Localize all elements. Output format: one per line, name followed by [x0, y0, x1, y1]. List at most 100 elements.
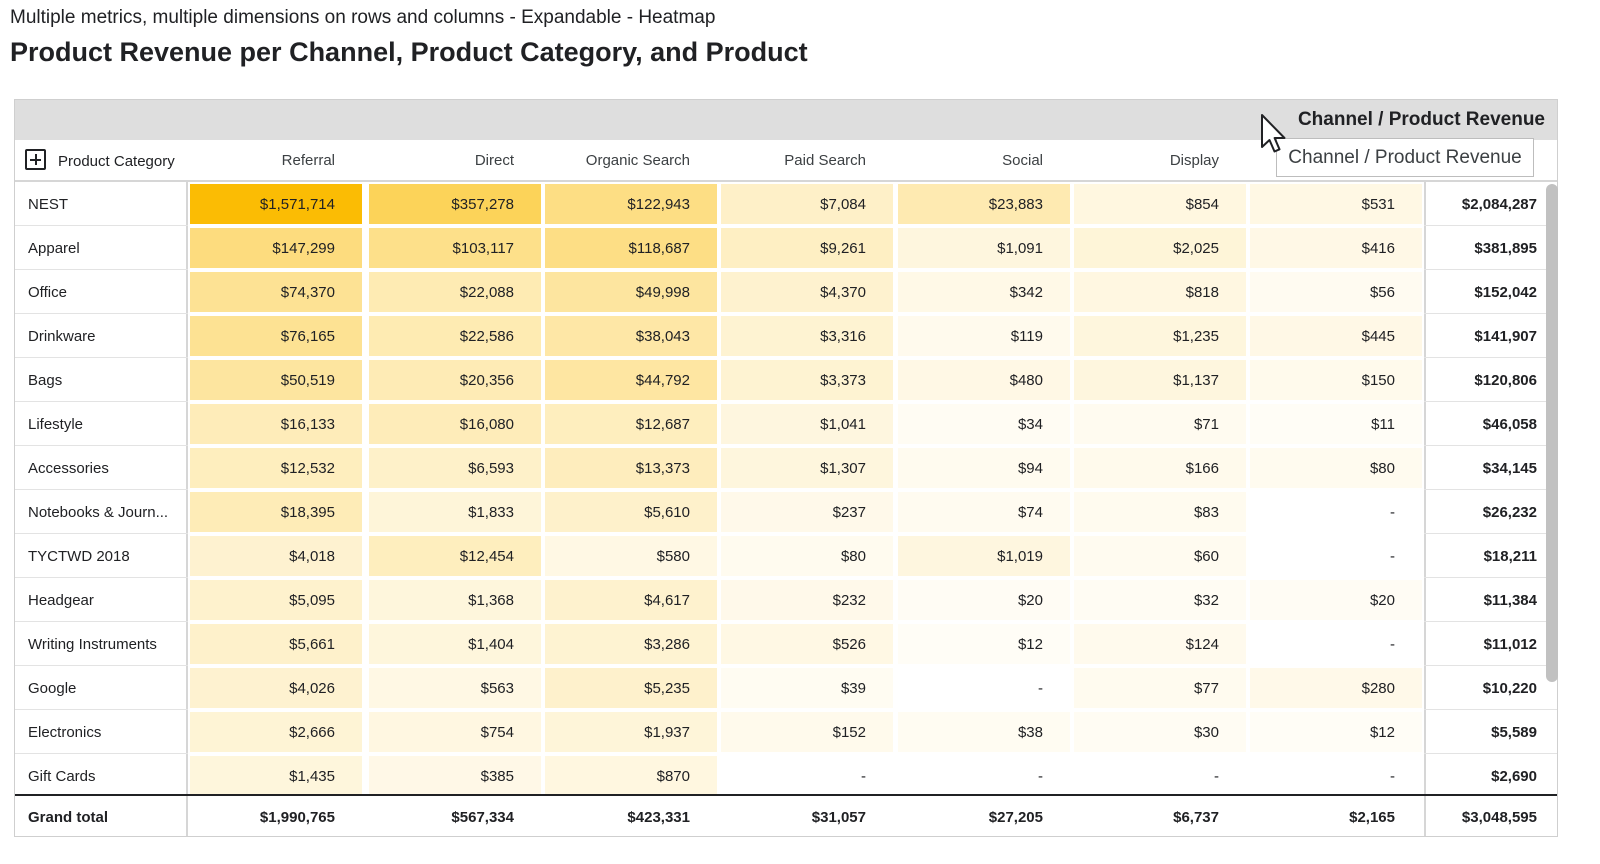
heatmap-cell[interactable]: $49,998 — [545, 272, 717, 312]
heatmap-cell[interactable]: $2,025 — [1074, 228, 1246, 268]
heatmap-cell[interactable]: $4,026 — [190, 668, 362, 708]
heatmap-cell[interactable]: $5,235 — [545, 668, 717, 708]
heatmap-cell[interactable]: $7,084 — [721, 184, 893, 224]
heatmap-cell[interactable]: $30 — [1074, 712, 1246, 752]
heatmap-cell[interactable]: $147,299 — [190, 228, 362, 268]
heatmap-cell[interactable]: $50,519 — [190, 360, 362, 400]
grand-total-cell[interactable]: $27,205 — [988, 808, 1043, 826]
table-row[interactable]: Accessories $12,532 $6,593 $13,373 $1,307 $94… — [15, 446, 1557, 490]
scrollbar-thumb[interactable] — [1546, 184, 1558, 682]
heatmap-cell[interactable]: $5,610 — [545, 492, 717, 532]
heatmap-cell[interactable]: $526 — [721, 624, 893, 664]
heatmap-cell[interactable]: $152 — [721, 712, 893, 752]
table-row[interactable]: NEST $1,571,714 $357,278 $122,943 $7,084 $23,… — [15, 182, 1557, 226]
heatmap-cell[interactable]: $13,373 — [545, 448, 717, 488]
column-header[interactable]: Display — [1169, 152, 1219, 169]
column-header[interactable]: Organic Search — [585, 152, 690, 169]
row-total-cell[interactable]: $152,042 — [1424, 270, 1557, 314]
row-label[interactable]: Drinkware — [15, 314, 188, 358]
heatmap-cell[interactable]: $38,043 — [545, 316, 717, 356]
row-total-cell[interactable]: $18,211 — [1424, 534, 1557, 578]
row-total-cell[interactable]: $46,058 — [1424, 402, 1557, 446]
plus-square-icon[interactable] — [25, 149, 46, 170]
row-label[interactable]: Accessories — [15, 446, 188, 490]
heatmap-cell[interactable]: - — [898, 756, 1070, 796]
row-total-cell[interactable]: $10,220 — [1424, 666, 1557, 710]
column-header[interactable]: Referral — [281, 152, 335, 169]
grand-total-overall[interactable]: $3,048,595 — [1424, 796, 1557, 836]
column-header[interactable]: Social — [1002, 152, 1043, 169]
table-row[interactable]: Gift Cards $1,435 $385 $870- - - - $2,690 — [15, 754, 1557, 798]
heatmap-cell[interactable]: $124 — [1074, 624, 1246, 664]
heatmap-cell[interactable]: $166 — [1074, 448, 1246, 488]
heatmap-cell[interactable]: $5,095 — [190, 580, 362, 620]
heatmap-cell[interactable]: $1,041 — [721, 404, 893, 444]
heatmap-cell[interactable]: $103,117 — [369, 228, 541, 268]
table-row[interactable]: Drinkware $76,165 $22,586 $38,043 $3,316 $119… — [15, 314, 1557, 358]
heatmap-cell[interactable]: $20 — [1250, 580, 1422, 620]
heatmap-cell[interactable]: $12 — [898, 624, 1070, 664]
heatmap-cell[interactable]: $12,687 — [545, 404, 717, 444]
table-row[interactable]: Writing Instruments $5,661 $1,404 $3,286 $52… — [15, 622, 1557, 666]
heatmap-cell[interactable]: $76,165 — [190, 316, 362, 356]
row-label[interactable]: Bags — [15, 358, 188, 402]
row-total-cell[interactable]: $11,012 — [1424, 622, 1557, 666]
heatmap-cell[interactable]: - — [898, 668, 1070, 708]
heatmap-cell[interactable]: $118,687 — [545, 228, 717, 268]
heatmap-cell[interactable]: $60 — [1074, 536, 1246, 576]
heatmap-cell[interactable]: $39 — [721, 668, 893, 708]
heatmap-cell[interactable]: $580 — [545, 536, 717, 576]
heatmap-cell[interactable]: $9,261 — [721, 228, 893, 268]
column-header[interactable]: Paid Search — [784, 152, 866, 169]
heatmap-cell[interactable]: $38 — [898, 712, 1070, 752]
heatmap-cell[interactable]: - — [1250, 624, 1422, 664]
row-label[interactable]: Gift Cards — [15, 754, 188, 798]
table-row[interactable]: Electronics $2,666 $754 $1,937 $152 $38 $30 $12… — [15, 710, 1557, 754]
grand-total-cell[interactable]: $31,057 — [811, 808, 866, 826]
heatmap-cell[interactable]: $4,018 — [190, 536, 362, 576]
column-group-label[interactable]: Channel / Product Revenue — [1297, 109, 1545, 130]
heatmap-cell[interactable]: $1,368 — [369, 580, 541, 620]
heatmap-cell[interactable]: $4,617 — [545, 580, 717, 620]
heatmap-cell[interactable]: $12 — [1250, 712, 1422, 752]
heatmap-cell[interactable]: $3,316 — [721, 316, 893, 356]
heatmap-cell[interactable]: - — [1250, 536, 1422, 576]
heatmap-cell[interactable]: $854 — [1074, 184, 1246, 224]
row-total-cell[interactable]: $120,806 — [1424, 358, 1557, 402]
table-row[interactable]: Bags $50,519 $20,356 $44,792 $3,373 $480 $1,13… — [15, 358, 1557, 402]
heatmap-cell[interactable]: $20 — [898, 580, 1070, 620]
heatmap-cell[interactable]: $74 — [898, 492, 1070, 532]
heatmap-cell[interactable]: $1,435 — [190, 756, 362, 796]
row-total-cell[interactable]: $141,907 — [1424, 314, 1557, 358]
heatmap-cell[interactable]: $2,666 — [190, 712, 362, 752]
heatmap-cell[interactable]: $74,370 — [190, 272, 362, 312]
heatmap-cell[interactable]: $80 — [721, 536, 893, 576]
heatmap-cell[interactable]: $4,370 — [721, 272, 893, 312]
heatmap-cell[interactable]: $754 — [369, 712, 541, 752]
heatmap-cell[interactable]: $531 — [1250, 184, 1422, 224]
heatmap-cell[interactable]: $16,133 — [190, 404, 362, 444]
heatmap-cell[interactable]: $80 — [1250, 448, 1422, 488]
row-total-cell[interactable]: $381,895 — [1424, 226, 1557, 270]
table-row[interactable]: Google $4,026 $563 $5,235 $39- $77 $280 $10,220 — [15, 666, 1557, 710]
heatmap-cell[interactable]: $3,373 — [721, 360, 893, 400]
grand-total-cell[interactable]: $567,334 — [451, 808, 514, 826]
row-label[interactable]: NEST — [15, 182, 188, 226]
heatmap-cell[interactable]: $385 — [369, 756, 541, 796]
row-label[interactable]: Office — [15, 270, 188, 314]
heatmap-cell[interactable]: $1,404 — [369, 624, 541, 664]
heatmap-cell[interactable]: $1,019 — [898, 536, 1070, 576]
heatmap-cell[interactable]: $119 — [898, 316, 1070, 356]
heatmap-cell[interactable]: $94 — [898, 448, 1070, 488]
heatmap-cell[interactable]: $232 — [721, 580, 893, 620]
row-label[interactable]: TYCTWD 2018 — [15, 534, 188, 578]
grand-total-cell[interactable]: $1,990,765 — [259, 808, 335, 826]
heatmap-cell[interactable]: $1,833 — [369, 492, 541, 532]
heatmap-cell[interactable]: $563 — [369, 668, 541, 708]
row-total-cell[interactable]: $11,384 — [1424, 578, 1557, 622]
heatmap-cell[interactable]: $445 — [1250, 316, 1422, 356]
row-total-cell[interactable]: $26,232 — [1424, 490, 1557, 534]
row-label[interactable]: Electronics — [15, 710, 188, 754]
heatmap-cell[interactable]: $5,661 — [190, 624, 362, 664]
row-dimension-label[interactable]: Product Category — [58, 153, 175, 170]
